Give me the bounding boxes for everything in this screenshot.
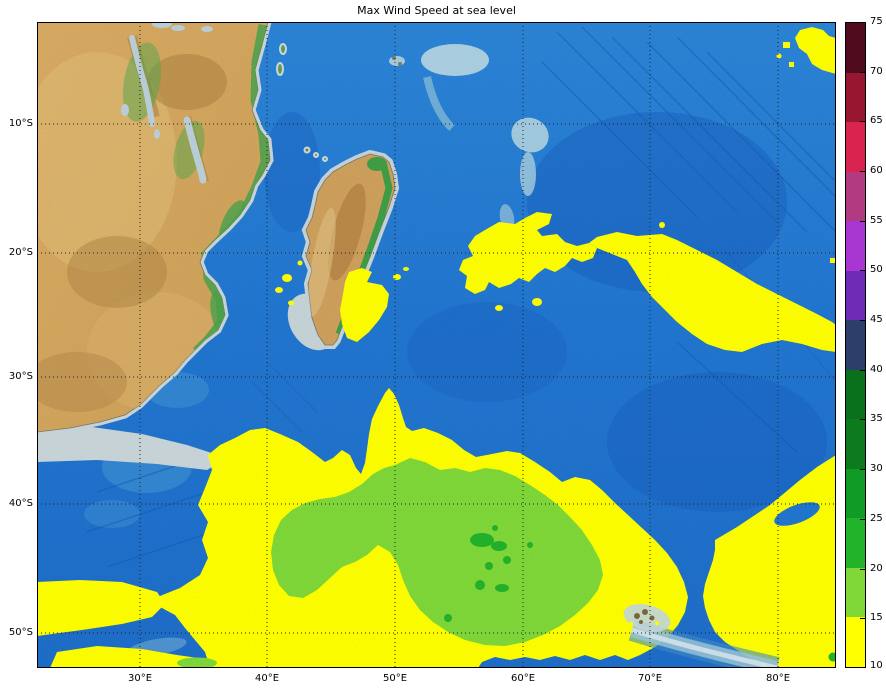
colorbar-band-25-30 — [846, 468, 865, 519]
colorbar-tick — [860, 171, 865, 172]
colorbar-label-15: 15 — [870, 612, 883, 623]
lon-label-60e: 60°E — [510, 673, 536, 684]
colorbar-band-45-50 — [846, 270, 865, 321]
lon-label-80e: 80°E — [765, 673, 791, 684]
lon-label-40e: 40°E — [254, 673, 280, 684]
colorbar-tick — [860, 370, 865, 371]
map-axes — [37, 22, 836, 668]
colorbar-band-35-40 — [846, 369, 865, 420]
colorbar-label-70: 70 — [870, 66, 883, 77]
lat-label-30s: 30°S — [8, 371, 33, 382]
colorbar-label-55: 55 — [870, 215, 883, 226]
colorbar-label-35: 35 — [870, 413, 883, 424]
colorbar-tick — [860, 419, 865, 420]
colorbar-label-45: 45 — [870, 314, 883, 325]
colorbar-tick — [860, 221, 865, 222]
colorbar-label-25: 25 — [870, 513, 883, 524]
colorbar-band-50-55 — [846, 221, 865, 271]
lat-label-10s: 10°S — [8, 118, 33, 129]
colorbar-band-40-45 — [846, 320, 865, 370]
colorbar-tick — [860, 121, 865, 122]
map-border — [37, 22, 836, 668]
colorbar-band-55-60 — [846, 171, 865, 222]
colorbar-tick — [860, 72, 865, 73]
colorbar-label-50: 50 — [870, 264, 883, 275]
colorbar-band-65-70 — [846, 72, 865, 123]
colorbar-band-70-75 — [846, 23, 865, 73]
colorbar-tick — [860, 519, 865, 520]
colorbar-label-75: 75 — [870, 16, 883, 27]
colorbar-label-20: 20 — [870, 563, 883, 574]
colorbar-tick — [860, 469, 865, 470]
colorbar-band-15-20 — [846, 567, 865, 618]
colorbar-label-65: 65 — [870, 115, 883, 126]
colorbar-tick — [860, 320, 865, 321]
lat-label-20s: 20°S — [8, 247, 33, 258]
lon-label-70e: 70°E — [637, 673, 663, 684]
lon-label-50e: 50°E — [382, 673, 408, 684]
colorbar-band-10-15 — [846, 617, 865, 667]
colorbar — [845, 22, 866, 668]
colorbar-band-60-65 — [846, 122, 865, 172]
colorbar-tick — [860, 270, 865, 271]
colorbar-tick — [860, 618, 865, 619]
colorbar-band-20-25 — [846, 518, 865, 568]
colorbar-label-30: 30 — [870, 463, 883, 474]
colorbar-label-60: 60 — [870, 165, 883, 176]
colorbar-band-30-35 — [846, 419, 865, 469]
colorbar-label-10: 10 — [870, 660, 883, 671]
lat-label-50s: 50°S — [8, 627, 33, 638]
lat-label-40s: 40°S — [8, 498, 33, 509]
colorbar-tick — [860, 569, 865, 570]
map-image — [37, 22, 836, 668]
relief-noise — [37, 22, 836, 668]
plot-title: Max Wind Speed at sea level — [357, 4, 516, 17]
colorbar-label-40: 40 — [870, 364, 883, 375]
lon-label-30e: 30°E — [127, 673, 153, 684]
